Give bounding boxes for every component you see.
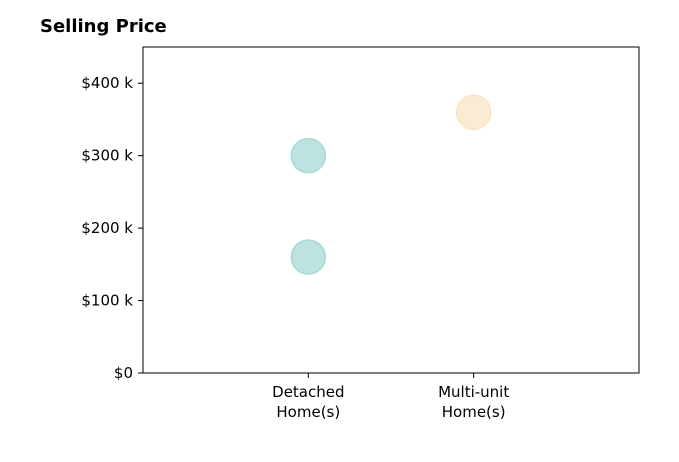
data-point — [290, 137, 327, 174]
data-point — [290, 239, 327, 275]
y-tick-label: $300 k — [81, 147, 133, 165]
y-tick-label: $0 — [114, 364, 133, 382]
x-tick-label: Detached Home(s) — [272, 383, 344, 421]
y-tick-label: $400 k — [81, 74, 133, 92]
y-tick-label: $100 k — [81, 292, 133, 310]
plot-frame — [142, 46, 640, 374]
x-tick-label: Multi-unit Home(s) — [438, 383, 509, 421]
data-point — [455, 94, 492, 130]
chart-title: Selling Price — [40, 16, 167, 37]
y-tick-label: $200 k — [81, 219, 133, 237]
